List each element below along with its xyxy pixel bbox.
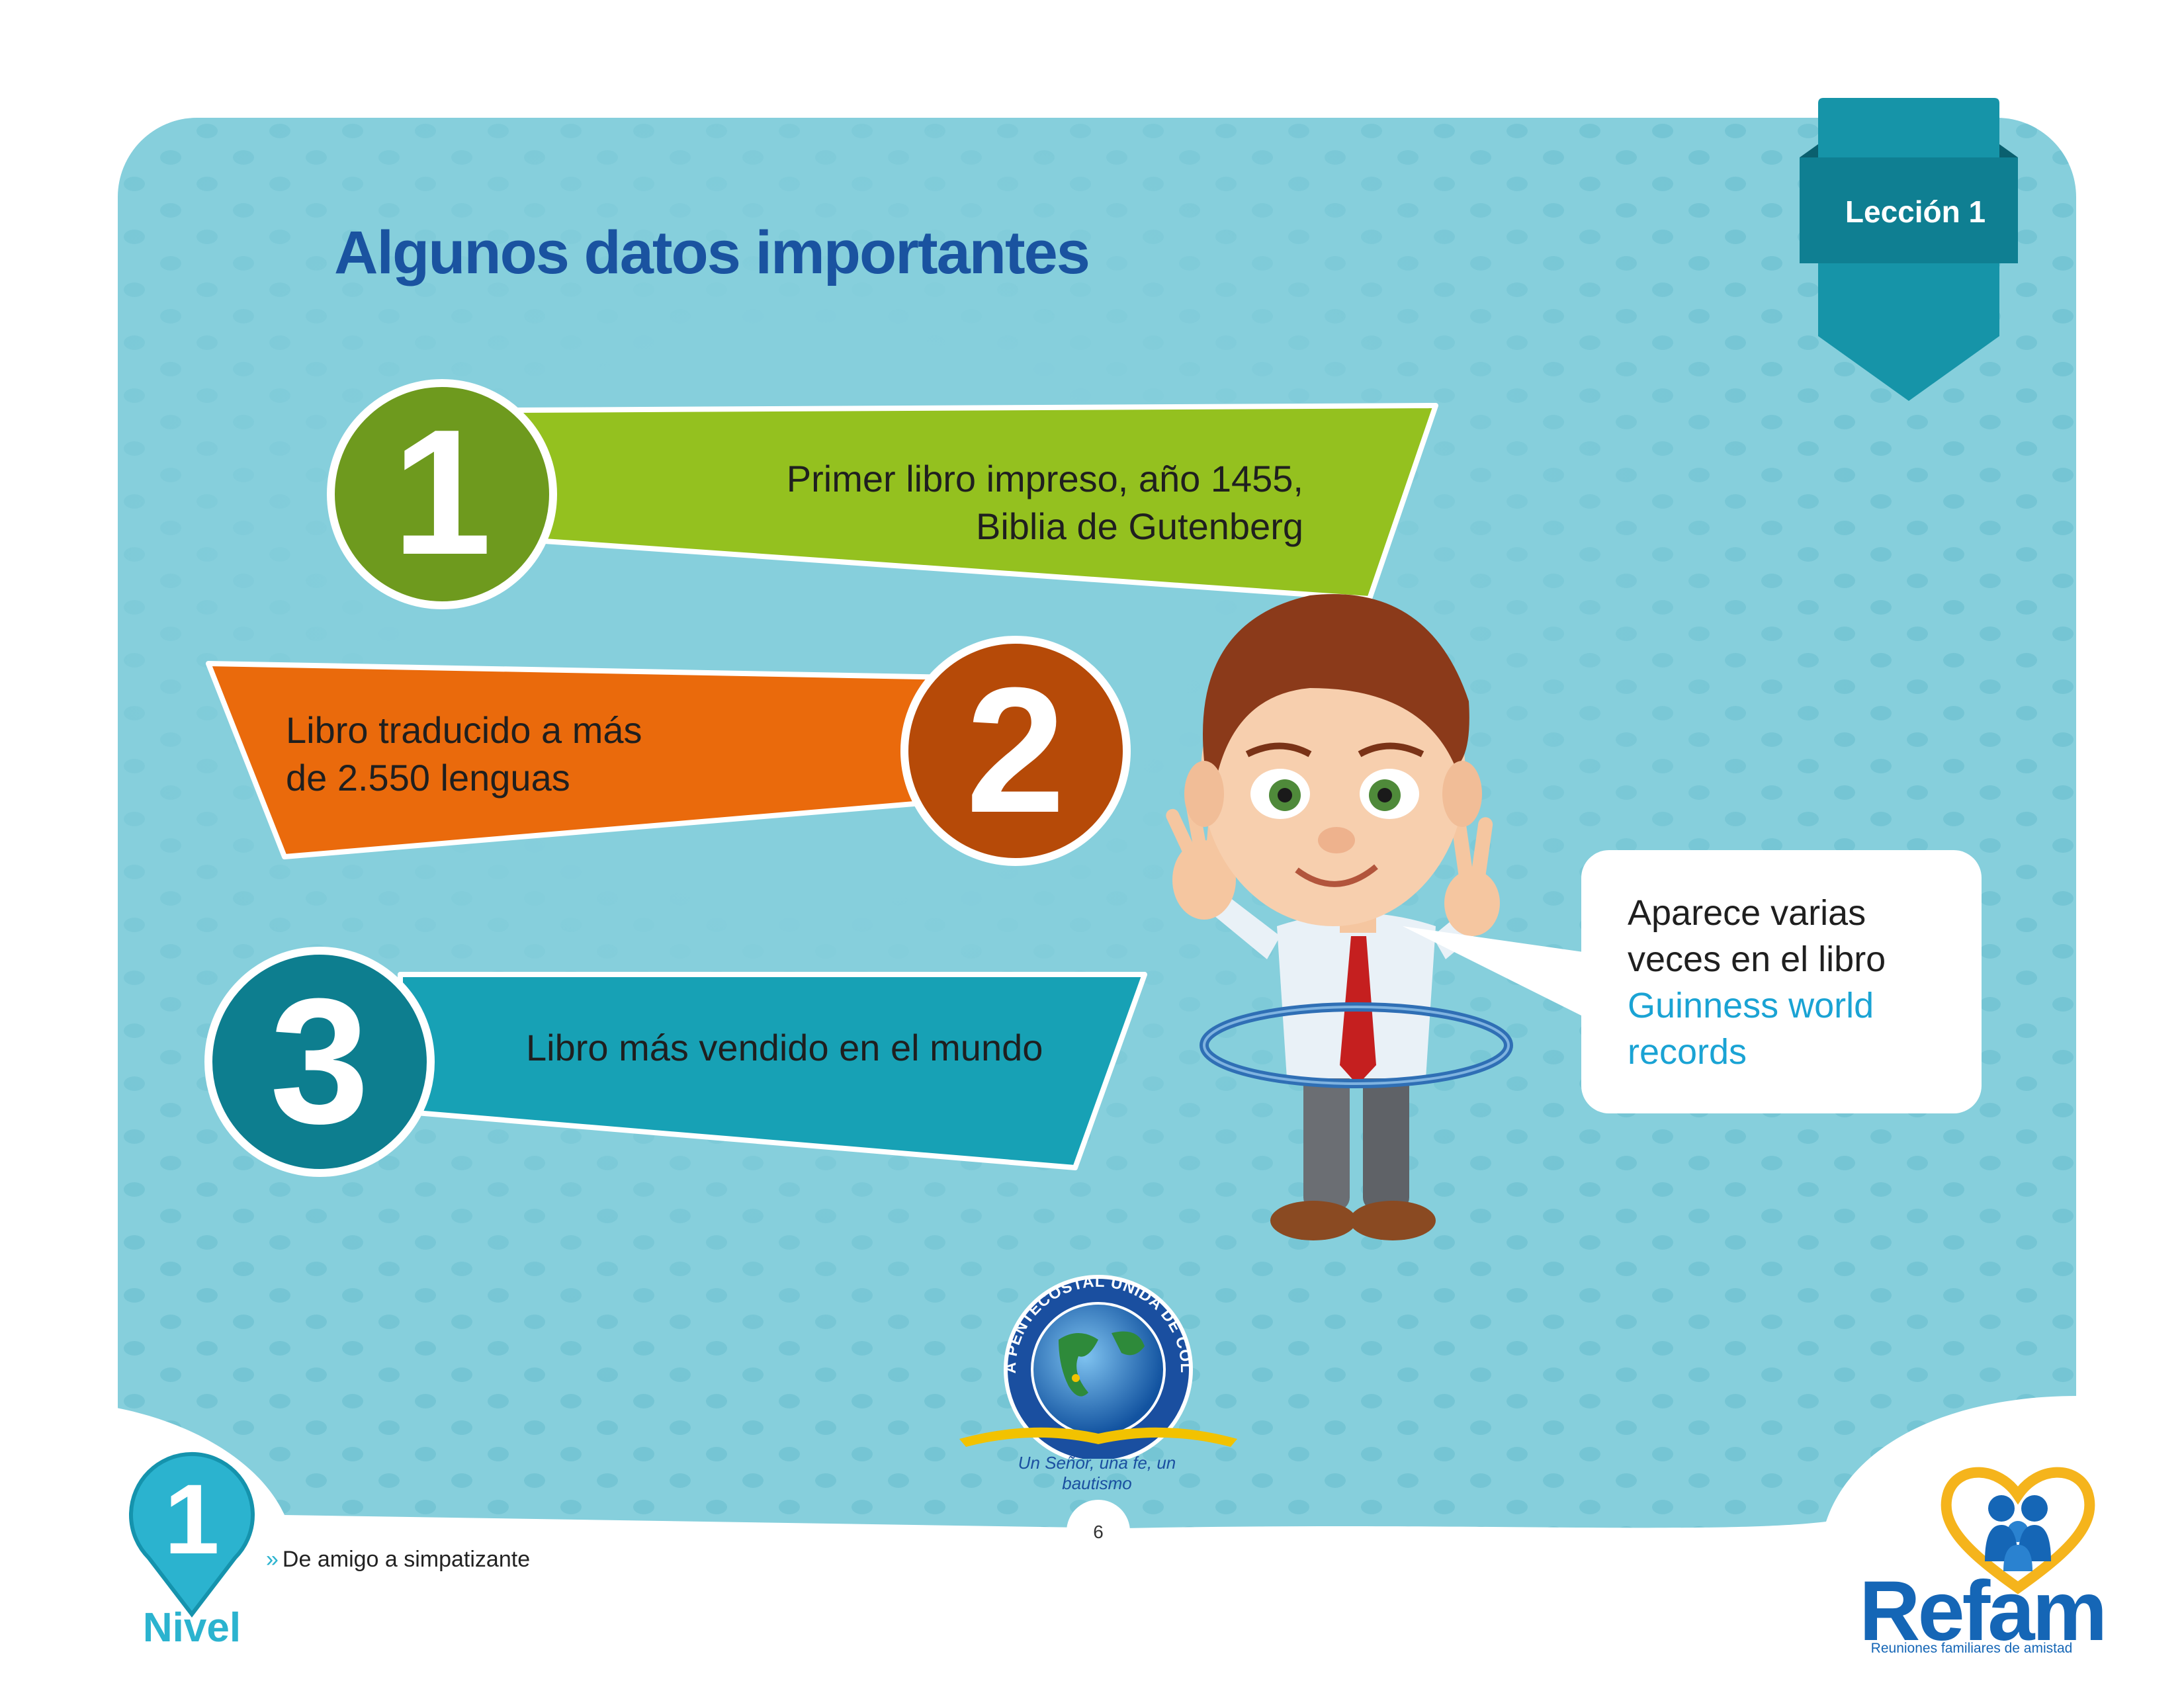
seal-motto: Un Señor, una fe, un bautismo (1018, 1453, 1176, 1493)
fact-1-number: 1 (392, 393, 492, 592)
breadcrumb: » De amigo a simpatizante (266, 1547, 530, 1573)
fact-3-text: Libro más vendido en el mundo (526, 1027, 1043, 1068)
lesson-badge (1800, 98, 2018, 401)
page-number: 6 (1093, 1522, 1104, 1542)
level-pin-icon (129, 1451, 255, 1618)
speech-bubble-tail (1403, 926, 1588, 1019)
fact-3-number: 3 (269, 962, 370, 1161)
fact-1-text: Primer libro impreso, año 1455, Biblia d… (786, 458, 1303, 547)
speech-bubble-text: Aparece varias veces en el libro Guinnes… (1628, 893, 1886, 1072)
level-label: Nivel (142, 1605, 241, 1651)
fact-2-text: Libro traducido a más de 2.550 lenguas (286, 709, 642, 799)
level-number: 1 (164, 1463, 220, 1575)
refam-heart-logo (1941, 1467, 2095, 1594)
fact-3-banner (204, 947, 1147, 1177)
page-title: Algunos datos importantes (334, 219, 1090, 286)
breadcrumb-chevron-icon: » (266, 1547, 279, 1572)
brand-tagline: Reuniones familiares de amistad (1870, 1641, 2073, 1656)
speech-bubble (1581, 850, 1982, 1113)
fact-2-banner (206, 636, 1131, 866)
brand-name: Refam (1859, 1564, 2107, 1659)
page-number-tab (1067, 1500, 1130, 1563)
church-seal-logo: IGLESIA PENTECOSTAL UNIDA DE COLOMBIA (946, 1260, 1237, 1459)
boy-character-illustration (1166, 594, 1513, 1240)
breadcrumb-text: De amigo a simpatizante (282, 1547, 531, 1572)
fact-2-number: 2 (965, 651, 1066, 850)
lesson-badge-label: Lección 1 (1845, 195, 1986, 229)
